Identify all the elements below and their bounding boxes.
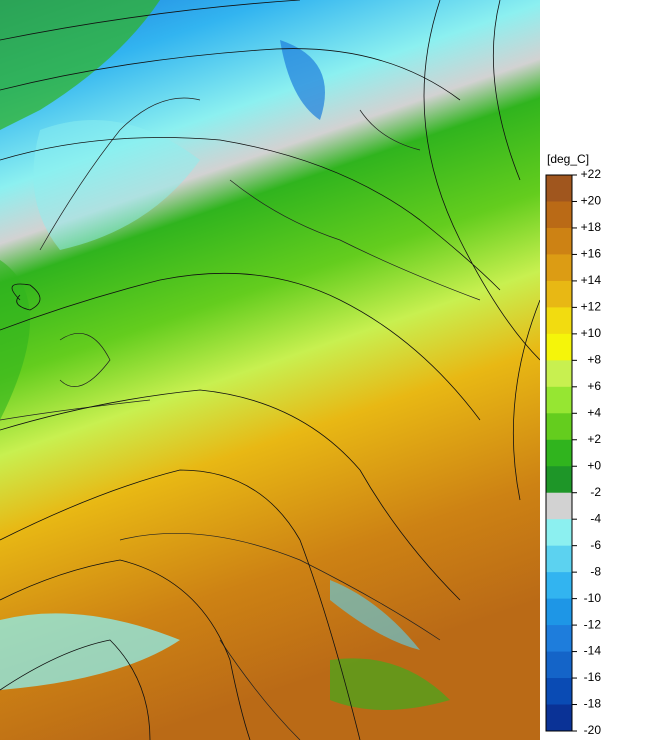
color-band	[546, 704, 572, 732]
legend-label: +12	[581, 300, 602, 314]
color-bar: +22 +20 +18 +16 +14 +12 +10 +8 +6 +4 +2 +0 -2 -4 -6 -8 -…	[545, 167, 602, 737]
color-band	[546, 413, 572, 441]
color-band	[546, 519, 572, 547]
legend-label: +6	[587, 379, 601, 393]
legend-label: -2	[590, 485, 601, 499]
legend-label: -6	[590, 538, 601, 552]
legend-label: +4	[587, 405, 601, 419]
legend-label: +8	[587, 353, 601, 367]
map	[0, 0, 540, 740]
color-band	[546, 175, 572, 202]
legend-label: -12	[584, 617, 602, 631]
legend-label: +10	[581, 326, 602, 340]
color-band	[546, 625, 572, 653]
legend-label: +14	[581, 273, 602, 287]
color-band	[546, 678, 572, 706]
legend-label: +2	[587, 432, 601, 446]
color-band	[546, 333, 572, 361]
color-band	[546, 572, 572, 600]
color-band	[546, 201, 572, 229]
legend-label: +22	[581, 167, 602, 181]
color-band	[546, 360, 572, 388]
color-band	[546, 492, 572, 520]
color-band	[546, 227, 572, 255]
legend-label: -20	[584, 723, 602, 737]
color-band	[546, 254, 572, 282]
color-band	[546, 386, 572, 414]
color-band	[546, 307, 572, 335]
legend-label: +16	[581, 247, 602, 261]
color-band	[546, 439, 572, 467]
legend-label: -14	[584, 644, 602, 658]
legend-label: +20	[581, 194, 602, 208]
legend-label: -10	[584, 591, 602, 605]
legend-label: +18	[581, 220, 602, 234]
legend-label: +0	[587, 458, 601, 472]
color-band	[546, 280, 572, 308]
color-bar-frame	[545, 174, 573, 732]
color-band	[546, 598, 572, 626]
color-band	[546, 466, 572, 494]
color-band	[546, 545, 572, 573]
legend-label: -4	[590, 511, 601, 525]
legend-label: -8	[590, 564, 601, 578]
color-band	[546, 651, 572, 679]
legend-label: -16	[584, 670, 602, 684]
legend-label: -18	[584, 697, 602, 711]
legend-title: [deg_C]	[547, 152, 589, 166]
